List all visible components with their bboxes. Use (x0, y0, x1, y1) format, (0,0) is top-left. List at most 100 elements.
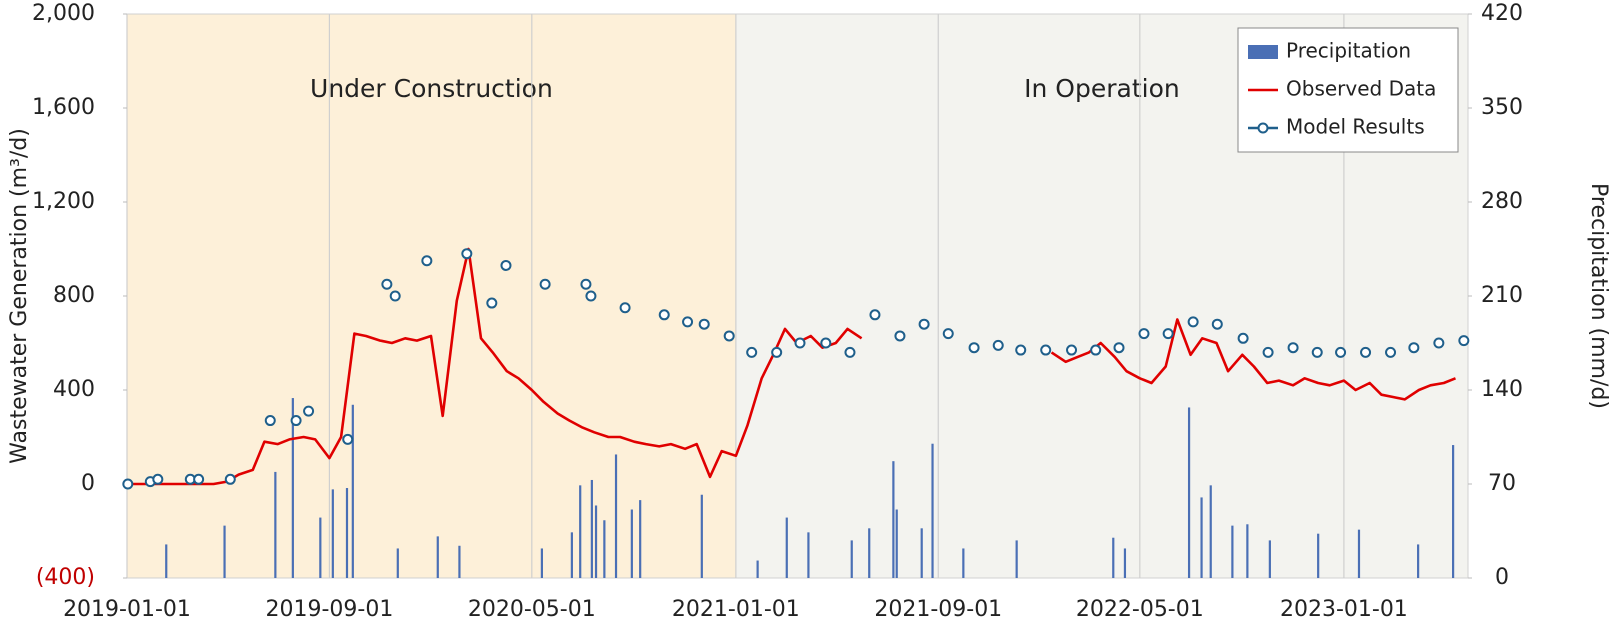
model-point (152, 473, 164, 485)
grid: 2019-01-01 2019-09-01 2020-05-01 2021-01-01… (32, 1, 1523, 622)
model-point (539, 278, 551, 290)
precip-bar (700, 494, 703, 578)
model-point (1113, 342, 1125, 354)
marks (122, 247, 1470, 578)
x-tick-label: 2019-09-01 (265, 597, 393, 622)
y-tick-label: 800 (53, 283, 95, 308)
y-tick-label: 400 (53, 377, 95, 402)
y2-tick-label: 280 (1481, 189, 1523, 214)
precip-bar (165, 544, 168, 578)
x-tick-label: 2023-01-01 (1280, 597, 1408, 622)
precip-bar (1452, 445, 1455, 578)
precip-bar (540, 548, 543, 578)
y2-tick-label: 140 (1481, 377, 1523, 402)
y-tick-label: 0 (81, 471, 95, 496)
model-point (1162, 328, 1174, 340)
x-tick-label: 2020-05-01 (468, 597, 596, 622)
y2-tick-label: 70 (1488, 471, 1516, 496)
model-point (193, 473, 205, 485)
model-point (1066, 344, 1078, 356)
precip-bar (1200, 497, 1203, 578)
precip-bar (1112, 537, 1115, 578)
precip-bar (1417, 544, 1420, 578)
legend-label: Precipitation (1286, 39, 1411, 63)
x-tick-label: 2022-05-01 (1076, 597, 1204, 622)
precip-bar (274, 471, 277, 578)
model-point (580, 278, 592, 290)
precip-bar (1317, 533, 1320, 578)
model-point (1408, 342, 1420, 354)
precip-bar (291, 398, 294, 578)
precip-bar (1268, 540, 1271, 578)
model-point (794, 337, 806, 349)
legend: Precipitation Observed Data Model Results (1237, 27, 1459, 153)
precip-bar (756, 560, 759, 578)
precip-bar (579, 485, 582, 578)
precip-bar (614, 454, 618, 578)
model-point (1433, 337, 1445, 349)
precip-bar (630, 509, 633, 578)
precip-bar (570, 532, 573, 578)
model-point (1360, 346, 1372, 358)
precip-bar (603, 520, 606, 578)
region-label: Under Construction (310, 74, 553, 103)
model-point (682, 316, 694, 328)
model-point (500, 259, 512, 271)
model-point (894, 330, 906, 342)
precip-bar (1209, 485, 1212, 578)
model-point (820, 337, 832, 349)
model-point (968, 342, 980, 354)
model-point (1237, 332, 1249, 344)
model-point (290, 415, 302, 427)
y-tick-label: 1,600 (32, 95, 95, 120)
region-label: In Operation (1024, 74, 1180, 103)
precip-bar (396, 548, 399, 578)
model-point (1015, 344, 1027, 356)
model-point (1458, 335, 1470, 347)
model-point (918, 318, 930, 330)
precip-bar (892, 461, 895, 578)
precip-bar (895, 509, 898, 578)
x-tick-label: 2021-01-01 (672, 597, 800, 622)
y-axis-title: Wastewater Generation (m³/d) (7, 128, 32, 464)
observed-line (127, 247, 1456, 486)
model-point (844, 346, 856, 358)
legend-label: Model Results (1286, 115, 1425, 139)
precip-bar (1231, 525, 1234, 578)
model-point (869, 309, 881, 321)
model-point (461, 248, 473, 260)
y2-tick-label: 350 (1481, 95, 1523, 120)
x-tick-label: 2019-01-01 (63, 597, 191, 622)
model-point (381, 278, 393, 290)
model-point (771, 346, 783, 358)
y2-tick-label: 210 (1481, 283, 1523, 308)
model-point (122, 478, 134, 490)
precip-bar (1246, 524, 1249, 578)
precip-bar (807, 532, 810, 578)
model-point (723, 330, 735, 342)
y-tick-label: (400) (36, 565, 95, 590)
model-point (486, 297, 498, 309)
precip-bar (351, 404, 354, 578)
precip-bar (458, 545, 461, 578)
model-point (698, 318, 710, 330)
precip-bar (1123, 548, 1127, 578)
precip-bar (223, 525, 226, 578)
model-point (342, 433, 354, 445)
model-point (1211, 318, 1223, 330)
model-point (1311, 346, 1323, 358)
precip-bar (1357, 529, 1361, 578)
model-point (1187, 316, 1199, 328)
model-point (1138, 328, 1150, 340)
y2-tick-label: 0 (1495, 565, 1509, 590)
model-point (303, 405, 315, 417)
model-point (1262, 346, 1274, 358)
precip-bar (785, 517, 788, 578)
model-point (389, 290, 401, 302)
model-point (1090, 344, 1102, 356)
model-point (1287, 342, 1299, 354)
precip-bar (331, 489, 334, 578)
model-point (1385, 346, 1397, 358)
precip-bar (920, 528, 923, 578)
